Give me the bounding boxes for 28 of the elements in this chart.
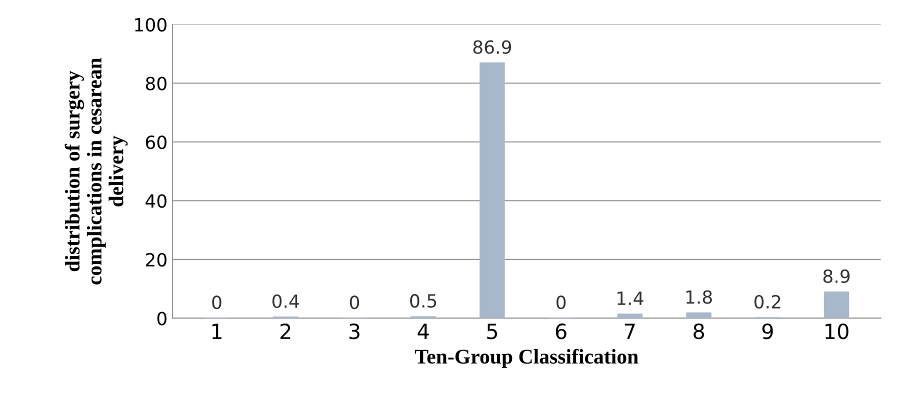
y-tick-label: 100 xyxy=(135,18,166,32)
y-tick-label: 60 xyxy=(146,135,166,150)
y-tick-label: 20 xyxy=(146,252,166,267)
data-label: 0.5 xyxy=(410,294,436,308)
data-label: 0 xyxy=(212,296,222,310)
data-label: 0 xyxy=(556,296,566,310)
data-label: 1.8 xyxy=(686,290,712,304)
data-label: 1.4 xyxy=(618,292,644,305)
x-tick-label: 6 xyxy=(556,323,566,340)
x-tick-label: 9 xyxy=(762,323,773,340)
y-tick-label: 0 xyxy=(157,312,166,326)
y-axis-title: distribution of surgery complications in cesarean delivery xyxy=(64,58,128,284)
data-label: 86.9 xyxy=(473,40,512,54)
x-tick-label: 8 xyxy=(694,323,704,340)
x-tick-label: 3 xyxy=(349,323,360,340)
x-tick-label: 7 xyxy=(625,324,635,339)
x-tick-label: 10 xyxy=(826,323,848,340)
data-label: 8.9 xyxy=(823,269,850,284)
x-tick-label: 1 xyxy=(212,324,222,339)
y-tick-label: 40 xyxy=(146,194,166,208)
x-tick-label: 4 xyxy=(418,324,429,339)
data-label: 0.4 xyxy=(272,294,299,308)
x-tick-label: 2 xyxy=(280,323,290,339)
y-tick-label: 80 xyxy=(146,76,166,90)
x-tick-label: 5 xyxy=(487,324,498,340)
data-label: 0 xyxy=(350,296,360,310)
data-label: 0.2 xyxy=(754,294,780,309)
x-axis-title: Ten-Group Classification xyxy=(414,348,638,368)
